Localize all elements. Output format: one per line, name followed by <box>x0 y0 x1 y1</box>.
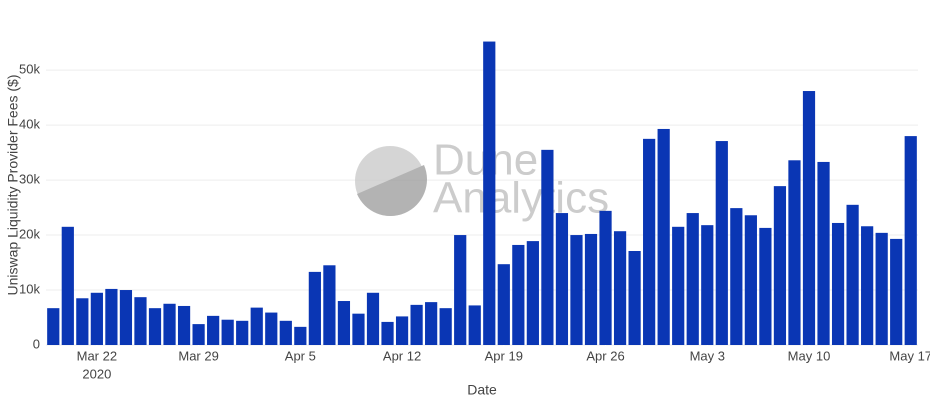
x-tick-label: Apr 26 <box>586 348 624 363</box>
bar <box>570 235 583 345</box>
watermark-logo-slice <box>357 165 427 216</box>
bar <box>773 186 787 345</box>
x-tick-label: Apr 12 <box>383 348 421 363</box>
y-tick-label: 30k <box>19 172 40 187</box>
bar <box>47 308 60 345</box>
bar <box>497 264 510 345</box>
x-tick-label: Mar 29 <box>178 348 218 363</box>
bar <box>265 312 278 345</box>
y-tick-label: 20k <box>19 226 40 241</box>
bar <box>613 231 627 345</box>
y-axis-title: Uniswap Liquidity Provider Fees ($) <box>5 75 21 296</box>
bar <box>861 226 874 345</box>
bar <box>61 226 74 345</box>
bar <box>759 227 772 345</box>
bar <box>701 225 714 345</box>
bar <box>337 301 351 345</box>
bar <box>526 241 539 345</box>
y-tick-label: 10k <box>19 281 40 296</box>
y-tick-label: 40k <box>19 117 40 132</box>
bar <box>410 304 423 345</box>
x-tick-label: May 10 <box>788 348 831 363</box>
bar <box>686 213 699 345</box>
bar <box>90 292 103 345</box>
bar <box>831 222 845 345</box>
x-tick-label: May 17 <box>889 348 930 363</box>
bar <box>163 303 176 345</box>
bar <box>628 250 641 345</box>
bar <box>483 41 496 345</box>
bar <box>657 128 670 345</box>
bar <box>730 208 743 345</box>
bar <box>207 315 220 345</box>
bar <box>454 235 467 345</box>
bar <box>381 321 394 345</box>
bar <box>802 91 816 345</box>
bar <box>846 204 859 345</box>
bar <box>134 297 147 345</box>
bar <box>279 320 292 345</box>
bar <box>366 292 380 345</box>
x-axis-title: Date <box>467 382 497 398</box>
bar <box>294 326 307 345</box>
bar <box>308 271 321 345</box>
bar <box>76 298 89 345</box>
x-tick-label: Apr 19 <box>485 348 523 363</box>
x-tick-label: Apr 5 <box>285 348 316 363</box>
watermark-text: Analytics <box>433 174 609 223</box>
x-tick-label: May 3 <box>690 348 725 363</box>
bar <box>512 244 525 345</box>
bar <box>148 308 162 345</box>
bar <box>715 141 728 345</box>
bar <box>890 238 903 345</box>
bar <box>177 305 191 345</box>
bar <box>744 215 757 345</box>
bar <box>817 161 830 345</box>
bar <box>395 316 409 345</box>
y-tick-label: 0 <box>33 336 40 351</box>
bar <box>584 233 598 345</box>
bar <box>468 305 481 345</box>
bar <box>352 313 365 345</box>
y-tick-label: 50k <box>19 62 40 77</box>
bar <box>250 307 263 345</box>
bar <box>904 136 917 345</box>
bar <box>236 320 249 345</box>
bar <box>643 138 656 345</box>
x-year-label: 2020 <box>82 366 111 381</box>
bar <box>439 308 452 345</box>
bar <box>672 226 685 345</box>
bar <box>555 213 569 345</box>
bar <box>599 210 612 345</box>
watermark: Dune Analytics <box>355 136 609 223</box>
bar <box>221 319 234 345</box>
bar <box>875 232 888 345</box>
bar <box>119 290 133 345</box>
bar <box>541 149 554 345</box>
bar <box>425 302 438 345</box>
x-tick-label: Mar 22 <box>77 348 117 363</box>
bar <box>105 288 118 345</box>
bar <box>323 265 336 345</box>
bar <box>788 160 801 345</box>
bar <box>192 324 205 345</box>
